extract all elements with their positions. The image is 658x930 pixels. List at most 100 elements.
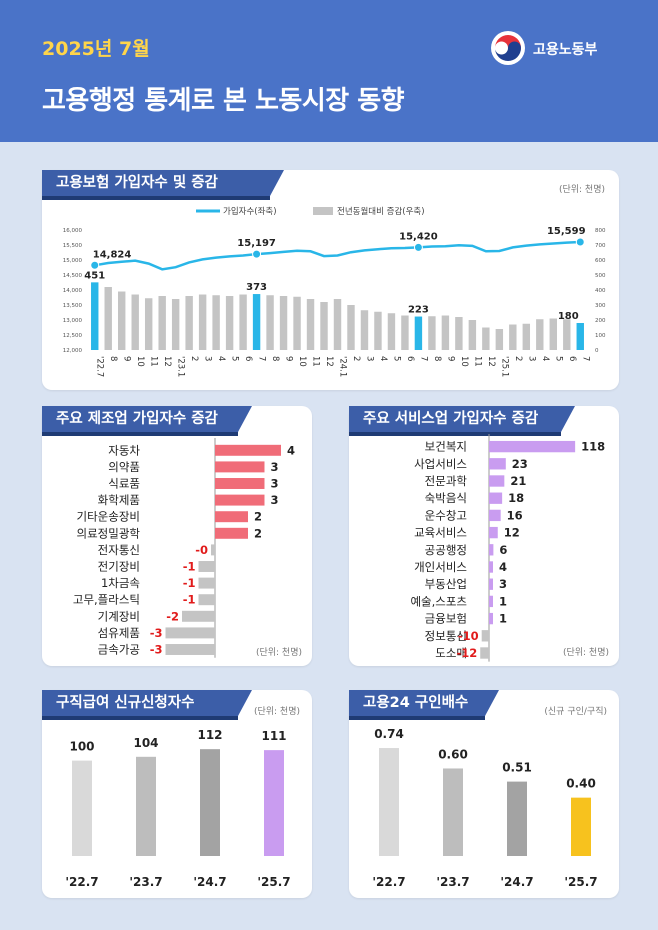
report-date: 2025년 7월 <box>42 38 150 60</box>
x-tick-label: 5 <box>230 356 240 361</box>
bar <box>306 299 315 350</box>
bar <box>509 324 517 350</box>
value-label: -1 <box>183 593 196 607</box>
bar <box>480 647 489 659</box>
x-tick-label: '23.7 <box>129 875 162 889</box>
bar <box>198 294 207 350</box>
value-label: 18 <box>508 491 524 505</box>
value-label: 2 <box>254 510 262 524</box>
value-label: -2 <box>166 609 179 623</box>
x-tick-label: 6 <box>405 356 415 361</box>
value-label: -1 <box>183 560 196 574</box>
ministry-name: 고용노동부 <box>533 42 598 58</box>
value-label: 6 <box>499 543 507 557</box>
line-point <box>575 237 585 247</box>
bar <box>489 612 493 625</box>
line-data-label: 15,599 <box>547 226 586 237</box>
bar <box>158 296 166 350</box>
bar <box>489 561 493 573</box>
bar <box>279 296 288 350</box>
value-label: 111 <box>261 729 286 743</box>
category-label: 자동차 <box>108 443 140 457</box>
bar <box>401 315 409 350</box>
y-left-tick: 15,500 <box>63 243 83 249</box>
y-left-tick: 14,500 <box>63 273 83 279</box>
taegeuk-logo-icon <box>491 31 525 65</box>
category-label: 보건복지 <box>425 440 467 454</box>
bar <box>144 298 153 350</box>
ministry-logo: 고용노동부 <box>490 30 630 66</box>
x-tick-label: '22.7 <box>95 356 105 377</box>
x-tick-label: 9 <box>445 356 455 361</box>
category-label: 도소매 <box>435 646 467 660</box>
bar <box>252 294 261 350</box>
page-header: 2025년 7월 고용행정 통계로 본 노동시장 동향 고용노동부 <box>0 0 658 142</box>
x-tick-label: 5 <box>553 356 563 361</box>
line-point <box>252 249 262 259</box>
manufacturing-chart: 자동차 4 의약품 3 식료품 3 화학제품 3 기타운송장비 2 의료정밀광학 2 전자통신 -0 전기장… <box>73 438 295 658</box>
category-label: 공공행정 <box>425 543 467 557</box>
value-label: 0.40 <box>566 777 596 791</box>
value-label: 16 <box>507 508 523 522</box>
category-label: 전기장비 <box>98 560 140 574</box>
x-tick-label: 7 <box>257 356 267 361</box>
offer-chart: 0.74 '22.7 0.60 '23.7 0.51 '24.7 0.40 '25.7 <box>372 727 597 889</box>
bar <box>91 282 99 350</box>
x-tick-label: 10 <box>297 356 307 367</box>
bar <box>576 323 584 350</box>
bar <box>489 595 493 608</box>
bar <box>455 317 463 350</box>
value-label: 3 <box>499 577 507 591</box>
y-right-tick: 200 <box>595 318 606 324</box>
bar <box>215 478 265 489</box>
bar <box>489 509 501 522</box>
bar <box>211 544 215 556</box>
y-right-tick: 800 <box>595 228 606 234</box>
category-label: 교육서비스 <box>414 526 467 540</box>
manufacturing-unit: (단위: 천명) <box>255 648 302 658</box>
jobseek-unit: (단위: 천명) <box>253 707 300 717</box>
y-right-tick: 400 <box>595 288 606 294</box>
value-label: -0 <box>195 543 208 557</box>
category-label: 개인서비스 <box>414 560 467 574</box>
bar <box>215 494 265 506</box>
value-label: 1 <box>499 594 507 608</box>
bar <box>482 327 490 350</box>
services-title: 주요 서비스업 가입자수 증감 <box>349 406 575 436</box>
insurance-chart: 가입자수(좌축) 전년동월대비 증감(우축) 16,000 15,500 15,000 1… <box>63 206 606 377</box>
bar <box>320 302 328 350</box>
bar <box>489 526 498 539</box>
value-label: -1 <box>183 576 196 590</box>
category-label: 숙박음식 <box>425 491 467 505</box>
jobseek-title: 구직급여 신규신청자수 <box>42 690 252 720</box>
insurance-card: 고용보험 가입자수 및 증감 (단위: 천명) 가입자수(좌축) 전년동월대비 증… <box>42 170 619 390</box>
bar <box>118 291 126 350</box>
bar <box>489 475 505 487</box>
bar-data-label: 180 <box>558 311 579 322</box>
bar <box>104 287 112 350</box>
x-tick-label: '25.1 <box>499 356 509 377</box>
bar <box>264 750 284 856</box>
x-tick-label: 9 <box>122 356 132 361</box>
bar <box>379 748 399 856</box>
value-label: 1 <box>499 612 507 626</box>
insurance-unit: (단위: 천명) <box>558 185 605 195</box>
x-tick-label: 5 <box>391 356 401 361</box>
y-right-tick: 500 <box>595 273 606 279</box>
category-label: 의료정밀광학 <box>77 526 141 540</box>
bar <box>443 768 463 856</box>
x-tick-label: '25.7 <box>257 875 290 889</box>
y-left-tick: 15,000 <box>63 258 83 264</box>
legend-label: 가입자수(좌축) <box>223 207 277 217</box>
x-tick-label: 12 <box>324 356 334 367</box>
x-tick-label: '25.7 <box>564 875 597 889</box>
bar <box>198 594 215 606</box>
x-tick-label: 8 <box>432 356 442 361</box>
category-label: 금속가공 <box>98 643 140 657</box>
x-tick-label: 6 <box>567 356 577 361</box>
category-label: 기타운송장비 <box>77 510 140 524</box>
line-point <box>413 242 423 252</box>
category-label: 식료품 <box>108 477 140 491</box>
bar <box>489 440 576 453</box>
